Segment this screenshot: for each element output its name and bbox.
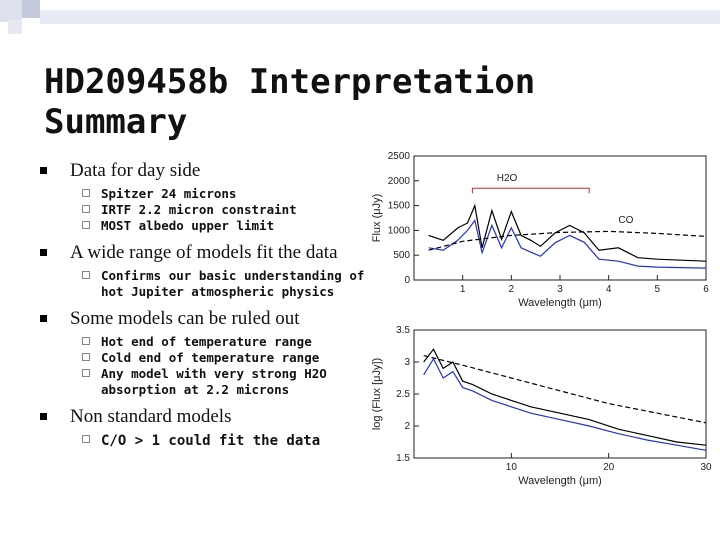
y-tick-label: 1.5	[396, 453, 410, 464]
sub-bullet: Cold end of temperature range	[40, 350, 370, 366]
y-tick-label: 1500	[388, 201, 411, 212]
bullet-text: Some models can be ruled out	[70, 308, 300, 329]
series-line-0	[428, 203, 707, 262]
x-tick-label: 30	[700, 462, 712, 473]
bullet-text: Non standard models	[70, 406, 232, 427]
sub-bullet: Any model with very strong H2O absorptio…	[40, 366, 370, 398]
x-tick-label: 3	[557, 284, 563, 295]
checkbox-icon	[82, 353, 90, 361]
x-tick-label: 5	[655, 284, 661, 295]
y-tick-label: 2	[404, 421, 410, 432]
sub-bullet: Confirms our basic understanding of hot …	[40, 268, 370, 300]
x-tick-label: 10	[506, 462, 518, 473]
y-tick-label: 3.5	[396, 325, 410, 336]
chart-flux-spectrum: 0 500 1000 1500 2000 2500 1 2 3 4 5 6 Wavelength (μm…	[371, 151, 709, 309]
checkbox-icon	[82, 435, 90, 443]
bullet-list: Data for day side Spitzer 24 microns IRT…	[40, 160, 370, 450]
checkbox-icon	[82, 221, 90, 229]
plot-frame	[413, 155, 707, 281]
y-tick-label: 2.5	[396, 389, 410, 400]
checkbox-icon	[82, 271, 90, 279]
chart-log-flux-spectrum: 1.5 2 2.5 3 3.5 10 20 30 Wavelength (μm) log (Flu…	[371, 325, 712, 487]
series-line-1	[428, 219, 707, 269]
x-tick-label: 6	[703, 284, 709, 295]
x-tick-label: 1	[460, 284, 466, 295]
sub-bullet: C/O > 1 could fit the data	[40, 432, 370, 450]
sub-bullet: IRTF 2.2 micron constraint	[40, 202, 370, 218]
series-line-0	[423, 348, 707, 446]
bullet-2: A wide range of models fit the data	[40, 242, 370, 264]
checkbox-icon	[82, 205, 90, 213]
y-tick-label: 2000	[388, 176, 411, 187]
bullet-text: Data for day side	[70, 160, 201, 181]
slide-title: HD209458b Interpretation Summary	[44, 62, 536, 142]
x-axis-label: Wavelength (μm)	[518, 475, 602, 487]
x-axis-label: Wavelength (μm)	[518, 297, 602, 309]
y-tick-label: 1000	[388, 225, 411, 236]
bullet-1: Data for day side	[40, 160, 370, 182]
bullet-text: A wide range of models fit the data	[70, 242, 338, 263]
y-axis-label: log (Flux [μJy])	[371, 358, 383, 430]
annotation-h2o-bracket	[471, 187, 590, 194]
x-tick-label: 20	[603, 462, 615, 473]
y-tick-label: 2500	[388, 151, 411, 162]
sub-bullet: MOST albedo upper limit	[40, 218, 370, 234]
y-axis-label: Flux (μJy)	[371, 194, 383, 243]
series-line-2	[428, 230, 707, 251]
series-line-1	[423, 357, 707, 451]
bullet-square-icon	[40, 249, 47, 256]
checkbox-icon	[82, 337, 90, 345]
sub-bullet: Spitzer 24 microns	[40, 186, 370, 202]
x-tick-label: 2	[509, 284, 515, 295]
checkbox-icon	[82, 369, 90, 377]
bullet-square-icon	[40, 315, 47, 322]
checkbox-icon	[82, 189, 90, 197]
y-tick-label: 0	[404, 275, 410, 286]
decorative-squares	[0, 0, 720, 34]
annotation-co: CO	[618, 215, 633, 226]
annotation-h2o: H2O	[497, 173, 518, 184]
x-tick-label: 4	[606, 284, 612, 295]
bullet-square-icon	[40, 167, 47, 174]
y-tick-label: 3	[404, 357, 410, 368]
bullet-4: Non standard models	[40, 406, 370, 428]
bullet-square-icon	[40, 413, 47, 420]
sub-bullet: Hot end of temperature range	[40, 334, 370, 350]
series-line-2	[423, 355, 707, 424]
y-tick-label: 500	[393, 250, 410, 261]
bullet-3: Some models can be ruled out	[40, 308, 370, 330]
